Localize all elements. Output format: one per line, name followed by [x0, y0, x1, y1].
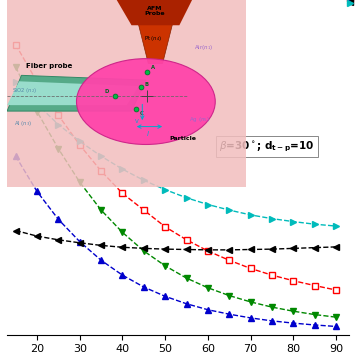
Legend: , , , , : , , , ,: [349, 0, 352, 4]
Text: $\beta$=30$^\circ$; $\mathbf{d_{t-p}}$=10: $\beta$=30$^\circ$; $\mathbf{d_{t-p}}$=1…: [219, 140, 314, 154]
